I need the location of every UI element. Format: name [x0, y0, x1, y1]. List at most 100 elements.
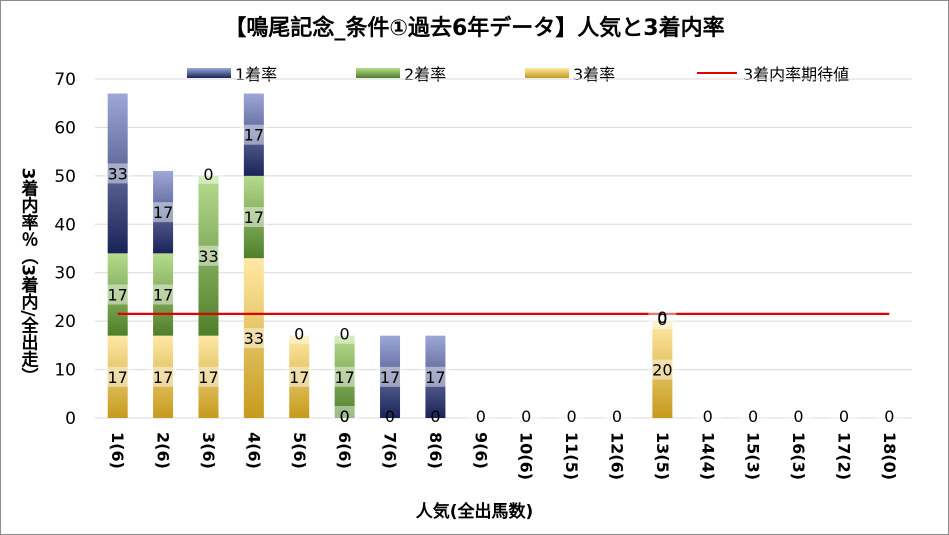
data-label-bg	[330, 323, 359, 344]
data-label: 17	[153, 286, 173, 305]
data-label: 33	[108, 164, 128, 183]
y-tick-label: 0	[65, 409, 76, 429]
x-tick-label: 4(6)	[244, 432, 263, 469]
data-label-bg	[466, 406, 495, 426]
data-label: 17	[425, 368, 445, 387]
data-label-bg	[330, 406, 359, 426]
bar-segment	[243, 175, 264, 259]
data-label: 0	[748, 407, 758, 426]
data-label-bg	[875, 406, 904, 426]
bar-segment	[107, 253, 128, 336]
data-label-bg	[829, 406, 858, 426]
y-tick-label: 70	[54, 70, 76, 90]
x-tick-label: 1(6)	[108, 432, 127, 469]
bar-segment	[153, 335, 174, 418]
y-tick-label: 10	[54, 361, 76, 381]
x-tick-label: 17(2)	[834, 432, 853, 480]
data-label: 17	[198, 368, 218, 387]
data-label: 17	[108, 368, 128, 387]
data-label-bg	[103, 284, 132, 305]
data-label: 0	[612, 407, 622, 426]
data-label-bg	[149, 202, 178, 223]
y-tick-label: 50	[54, 167, 76, 187]
bar-segment	[107, 93, 128, 254]
data-label: 0	[884, 407, 894, 426]
x-tick-label: 11(5)	[562, 432, 581, 480]
bar-segment	[153, 253, 174, 336]
data-label: 0	[340, 407, 350, 426]
data-label-bg	[648, 309, 677, 330]
data-label: 0	[566, 407, 576, 426]
bar-segment	[198, 175, 219, 336]
data-label-bg	[602, 406, 631, 426]
bar-segment	[652, 321, 673, 418]
legend-swatch-3rd	[525, 68, 569, 78]
data-label-bg	[330, 366, 359, 387]
data-label: 0	[385, 407, 395, 426]
data-label-bg	[557, 406, 586, 426]
chart-title: 【鳴尾記念_条件①過去6年データ】人気と3着内率	[224, 16, 725, 41]
data-label: 0	[203, 165, 213, 184]
data-label: 0	[521, 407, 531, 426]
data-label-bg	[693, 406, 722, 426]
y-tick-label: 30	[54, 264, 76, 284]
data-label: 17	[108, 286, 128, 305]
legend-swatch-2nd	[356, 68, 400, 78]
legend-line-expected	[697, 72, 737, 74]
y-axis-title: 3着内率％（3着内/全出走）	[17, 167, 38, 385]
data-label-bg	[194, 163, 223, 184]
data-label-bg	[512, 406, 541, 426]
data-label: 33	[244, 329, 264, 348]
data-label: 20	[652, 361, 672, 380]
x-tick-label: 15(3)	[744, 432, 763, 480]
data-label-bg	[239, 207, 268, 228]
x-tick-label: 14(4)	[698, 432, 717, 480]
data-label-bg	[739, 406, 768, 426]
bar-segment	[289, 335, 310, 418]
data-label-bg	[194, 245, 223, 266]
data-label-bg	[103, 366, 132, 387]
data-label-bg	[648, 359, 677, 380]
x-tick-label: 18(0)	[880, 432, 899, 480]
bar-segment	[380, 335, 401, 418]
data-label-bg	[149, 366, 178, 387]
bar-segment	[198, 335, 219, 418]
x-tick-label: 8(6)	[426, 432, 445, 469]
y-tick-label: 60	[54, 118, 76, 138]
data-label: 33	[198, 247, 218, 266]
data-label: 0	[657, 310, 667, 329]
data-label-bg	[239, 124, 268, 145]
data-label: 0	[657, 308, 667, 327]
y-tick-label: 40	[54, 215, 76, 235]
data-label: 0	[703, 407, 713, 426]
x-tick-label: 6(6)	[335, 432, 354, 469]
data-label: 0	[793, 407, 803, 426]
data-label: 17	[153, 368, 173, 387]
data-label: 0	[839, 407, 849, 426]
data-label: 17	[380, 368, 400, 387]
data-label: 17	[244, 126, 264, 145]
data-label-bg	[421, 366, 450, 387]
data-label: 0	[294, 325, 304, 344]
bar-segment	[425, 335, 446, 418]
bar-segment	[243, 258, 264, 418]
x-tick-label: 10(6)	[517, 432, 536, 480]
data-label-bg	[285, 323, 314, 344]
bar-segment	[334, 335, 355, 418]
x-axis-title: 人気(全出馬数)	[415, 502, 534, 522]
data-label-bg	[239, 328, 268, 349]
data-label: 0	[340, 325, 350, 344]
bar-segment	[107, 335, 128, 418]
x-tick-label: 3(6)	[199, 432, 218, 469]
x-tick-label: 2(6)	[154, 432, 173, 469]
x-tick-label: 13(5)	[653, 432, 672, 480]
data-label: 17	[289, 368, 309, 387]
x-tick-label: 7(6)	[381, 432, 400, 469]
data-label-bg	[285, 366, 314, 387]
data-label: 0	[476, 407, 486, 426]
x-tick-label: 5(6)	[290, 432, 309, 469]
data-label: 0	[430, 407, 440, 426]
data-label-bg	[149, 284, 178, 305]
x-tick-label: 9(6)	[471, 432, 490, 469]
